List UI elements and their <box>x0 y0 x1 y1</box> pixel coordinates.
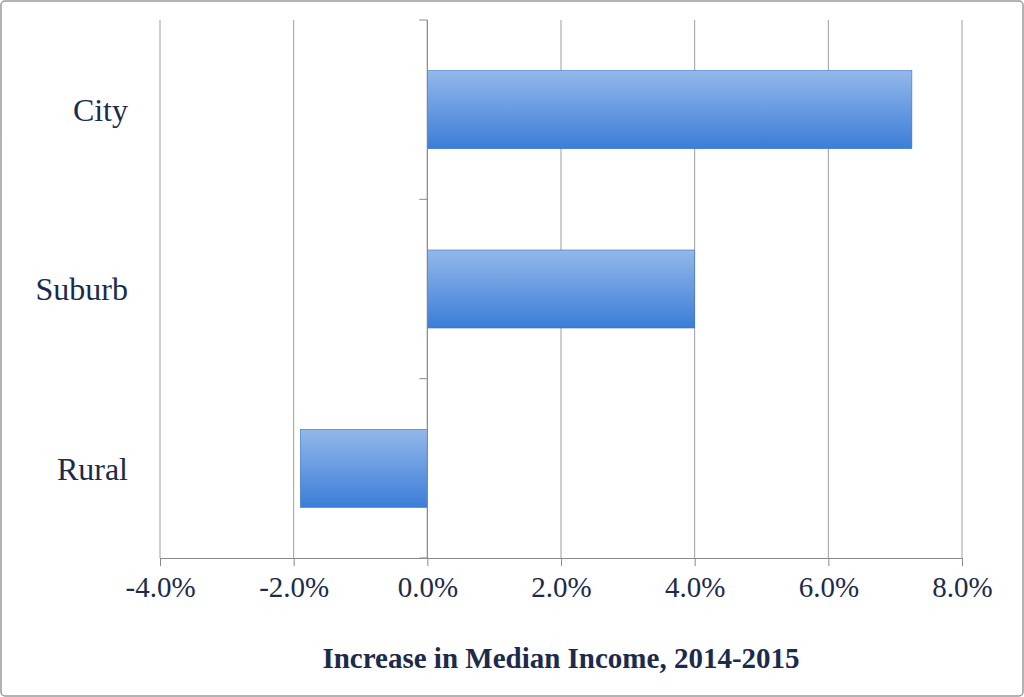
category-label: Rural <box>57 451 128 487</box>
tick-mark <box>962 558 963 566</box>
grid-line <box>293 20 294 558</box>
category-axis <box>419 20 427 558</box>
tick: 4.0% <box>665 558 725 603</box>
bar <box>427 71 912 149</box>
tick-label: 2.0% <box>531 571 591 603</box>
plot: -4.0% -2.0% 0.0% 2.0% 4.0% 6.0% 8.0% <box>125 20 992 603</box>
category-labels: City Suburb Rural <box>36 92 129 487</box>
tick-mark <box>427 558 428 566</box>
grid-line <box>427 20 428 558</box>
tick-mark <box>561 558 562 566</box>
tick-label: 8.0% <box>932 571 992 603</box>
tick-mark <box>160 558 161 566</box>
bar <box>427 250 694 328</box>
grid-line <box>962 20 963 558</box>
tick: 0.0% <box>398 558 458 603</box>
bars <box>300 71 912 508</box>
frame <box>1 1 1023 696</box>
axis-title: Increase in Median Income, 2014-2015 <box>322 642 799 674</box>
tick-label: 6.0% <box>799 571 859 603</box>
category-label: Suburb <box>36 271 128 307</box>
tick-label: 0.0% <box>398 571 458 603</box>
tick-mark <box>294 558 295 566</box>
grid-line <box>160 20 161 558</box>
tick: 8.0% <box>932 558 992 603</box>
tick: -2.0% <box>259 558 329 603</box>
tick-label: 4.0% <box>665 571 725 603</box>
tick: -4.0% <box>125 558 195 603</box>
tick-mark <box>828 558 829 566</box>
band-tick <box>419 199 427 200</box>
band-tick <box>419 20 427 21</box>
tick: 6.0% <box>799 558 859 603</box>
tick-mark <box>695 558 696 566</box>
x-axis: -4.0% -2.0% 0.0% 2.0% 4.0% 6.0% 8.0% <box>125 558 992 603</box>
band-tick <box>419 378 427 379</box>
tick-label: -4.0% <box>125 571 195 603</box>
chart: -4.0% -2.0% 0.0% 2.0% 4.0% 6.0% 8.0% City Suburb… <box>0 0 1024 697</box>
axis-line <box>161 559 963 567</box>
axis-line <box>427 20 428 558</box>
category-label: City <box>73 92 128 128</box>
grid <box>160 20 962 558</box>
bar <box>300 429 427 507</box>
tick-label: -2.0% <box>259 571 329 603</box>
tick: 2.0% <box>531 558 591 603</box>
